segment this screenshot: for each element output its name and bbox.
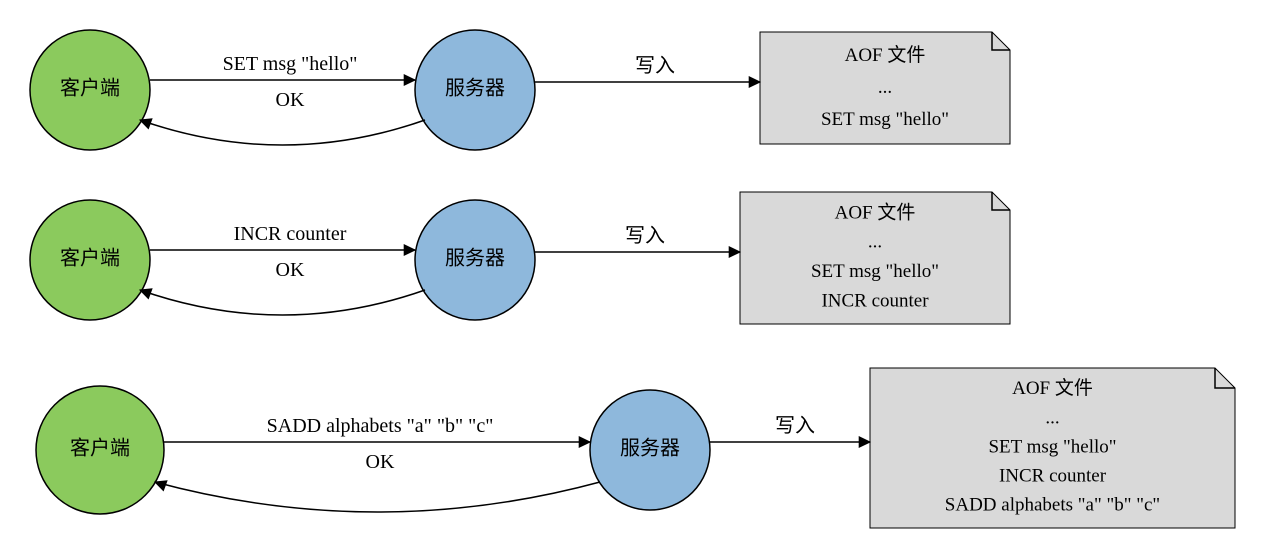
return-arrow: [155, 482, 600, 512]
return-arrow: [140, 290, 425, 315]
file-line: ...: [878, 77, 892, 98]
file-line: ...: [868, 232, 882, 253]
write-label: 写入: [635, 55, 675, 77]
write-label: 写入: [625, 225, 665, 247]
file-line: SET msg "hello": [811, 261, 939, 282]
diagram-row-3: 客户端 服务器 AOF 文件... SET msg "hello" INCR cou…: [0, 350, 1272, 550]
diagram-row-2: 客户端 服务器 AOF 文件... SET msg "hello" INCR cou…: [0, 170, 1272, 350]
cmd-label: SET msg "hello": [223, 53, 358, 75]
server-label: 服务器: [620, 437, 680, 460]
file-line: ...: [1045, 407, 1059, 428]
client-label: 客户端: [60, 77, 120, 100]
diagram-row-1: 客户端 服务器 AOF 文件... SET msg "hello" SET msg…: [0, 0, 1272, 170]
file-line: SADD alphabets "a" "b" "c": [945, 495, 1160, 516]
diagram-container: 客户端 服务器 AOF 文件... SET msg "hello" SET msg…: [0, 0, 1272, 550]
write-label: 写入: [775, 415, 815, 437]
file-line: INCR counter: [821, 290, 929, 311]
file-line: INCR counter: [999, 465, 1107, 486]
cmd-label: SADD alphabets "a" "b" "c": [267, 415, 494, 437]
file-line: SET msg "hello": [821, 109, 949, 130]
client-label: 客户端: [70, 437, 130, 460]
ok-label: OK: [276, 89, 305, 111]
client-label: 客户端: [60, 247, 120, 270]
file-line: SET msg "hello": [988, 436, 1116, 457]
file-title: AOF 文件: [845, 44, 926, 66]
ok-label: OK: [366, 451, 395, 473]
cmd-label: INCR counter: [234, 223, 347, 245]
file-title: AOF 文件: [835, 201, 916, 223]
server-label: 服务器: [445, 247, 505, 270]
file-title: AOF 文件: [1012, 377, 1093, 399]
server-label: 服务器: [445, 77, 505, 100]
ok-label: OK: [276, 259, 305, 281]
return-arrow: [140, 120, 425, 145]
